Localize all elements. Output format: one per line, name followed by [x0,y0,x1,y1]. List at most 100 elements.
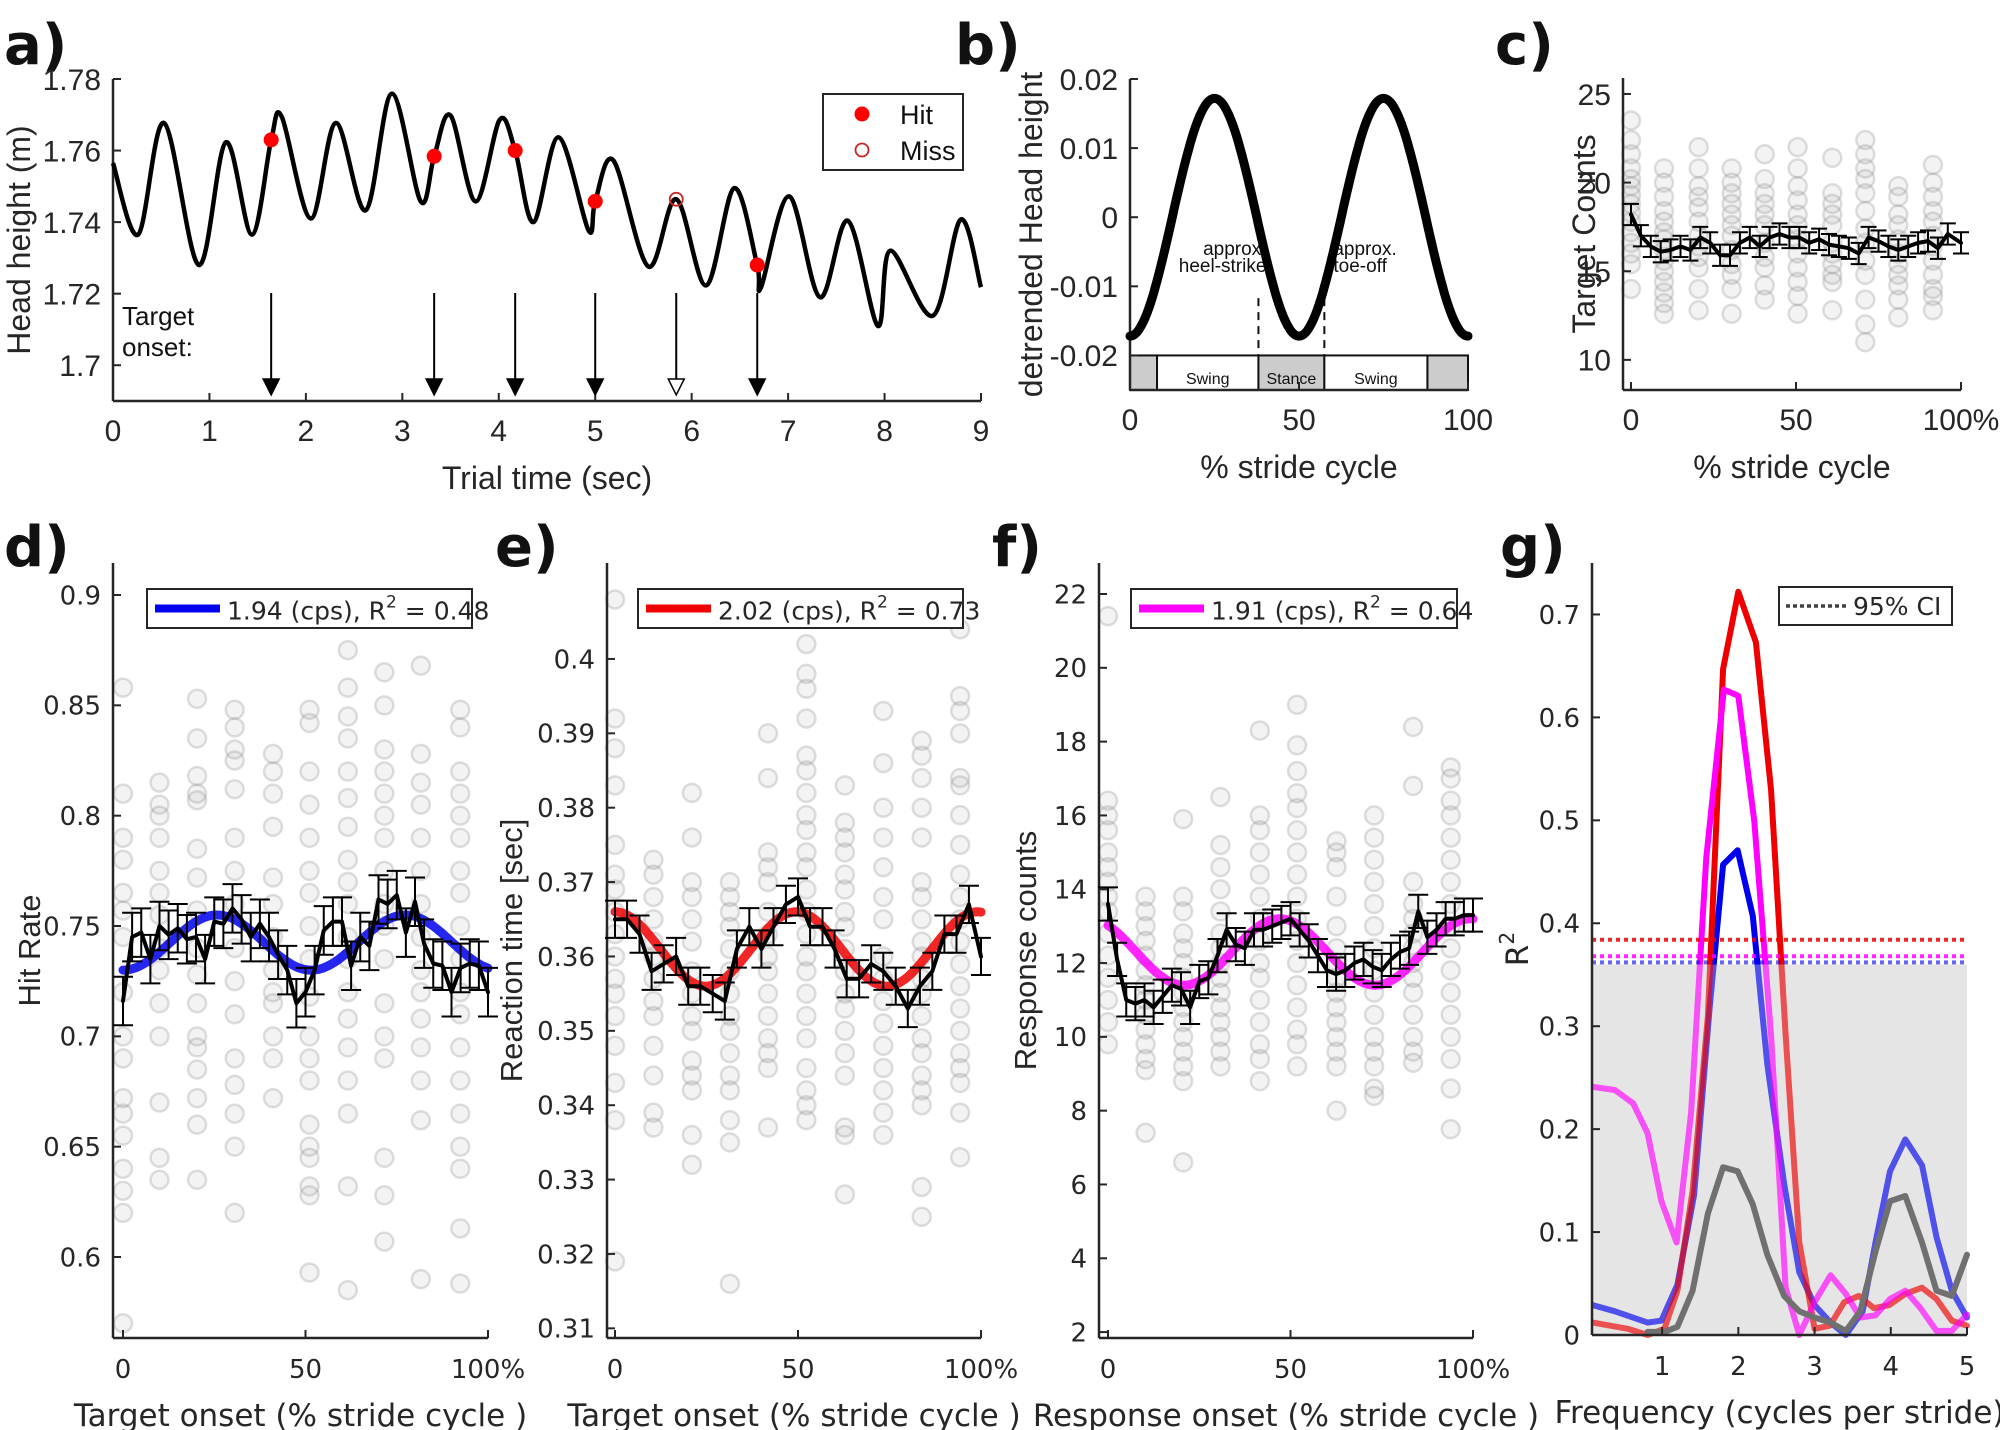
scatter-point [1249,886,1271,907]
scatter-point [681,1020,703,1042]
scatter-point [681,886,703,908]
scatter-point [1721,214,1742,236]
y-tick-label: 10 [1054,1023,1087,1053]
y-tick-label: 0.32 [537,1240,595,1270]
scatter-point [911,931,932,952]
scatter-point [1822,204,1843,225]
y-tick-label: 0.85 [43,692,101,722]
scatter-point [337,1176,359,1197]
legend: 95% CI [1778,586,1953,626]
y-axis-label: Reaction time [sec] [494,819,529,1083]
scatter-point [1249,1070,1271,1092]
legend-label-hit: Hit [900,100,933,130]
panel-a-head-height-trace: 0 1 2 3 4 5 6 7 8 9 1.7 1.72 1.74 1.76 1.78 Trial time … [1,64,989,496]
scatter-point [262,867,284,888]
scatter-point [1249,864,1271,885]
scatter-point [299,915,320,937]
scatter-point [186,1114,208,1135]
scatter-point [450,1273,471,1294]
y-tick-label: 0.2 [1539,1115,1580,1145]
x-tick-label: 50 [1274,1355,1307,1385]
scatter-point [1172,938,1194,959]
scatter-point [299,1184,320,1206]
scatter-point [1653,211,1675,232]
scatter-point [410,959,432,981]
scatter-point [643,1102,664,1123]
scatter-point [374,1026,395,1047]
scatter-point [1855,143,1876,165]
y-tick-label: 0.9 [60,581,101,611]
scatter-point [374,761,395,782]
scatter-point [1097,1033,1119,1055]
legend-label-miss: Miss [900,136,956,166]
scatter-point [873,1035,894,1056]
scatter-point [1822,299,1843,321]
scatter-point [757,1057,779,1079]
scatter-point [224,750,245,771]
scatter-point [1286,694,1308,715]
scatter-point [1172,1026,1194,1048]
scatter-point [1363,849,1385,870]
scatter-point [604,737,626,759]
scatter-point [1855,129,1876,151]
target-onset-annotation: onset: [122,332,193,362]
scatter-point [1363,1026,1385,1048]
panel-g-r2-spectrum: 1 2 3 4 5 0 0.1 0.2 0.3 0.4 0.5 0.6 0.7 Frequency (cy… [1495,563,2000,1430]
scatter-point [1855,331,1876,353]
scatter-point [949,1020,971,1042]
scatter-point [1653,303,1675,325]
scatter-point [224,1074,245,1096]
scatter-point [1754,257,1775,278]
hit-marker [587,193,603,209]
scatter-point [796,983,817,1004]
y-tick-label: 0.1 [1539,1218,1580,1248]
scatter-point [337,1279,359,1301]
scatter-point [337,639,359,661]
scatter-point [834,1184,856,1205]
scatter-point [796,708,817,729]
x-tick-label: 0 [105,415,122,448]
scatter-point [112,882,134,904]
scatter-point [643,1117,664,1138]
legend-box [822,93,964,171]
scatter-point [834,842,856,863]
scatter-point [1286,1019,1308,1040]
y-tick-label: 0.37 [537,868,595,898]
scatter-point [1210,786,1231,808]
scatter-point [262,992,284,1014]
scatter-point [1922,172,1944,193]
legend-label: 1.94 (cps), R2 = 0.48 [227,593,489,626]
y-tick-label: 8 [1070,1097,1087,1127]
panel-letter-d: d) [4,515,70,580]
scatter-point [834,1124,856,1146]
scatter-point [112,900,134,921]
scatter-point [1440,790,1461,811]
scatter-point [873,1013,894,1034]
scatter-point [1249,930,1271,952]
y-tick-label: 1.78 [43,64,101,97]
scatter-point [681,1080,703,1101]
scatter-point [1210,834,1231,856]
scatter-point [450,761,471,782]
scatter-point [1688,299,1709,321]
scatter-point [1286,735,1308,756]
scatter-point [1402,1052,1424,1073]
r2-line-response-counts-in-ci [1592,964,1970,1338]
scatter-point [410,1109,432,1131]
scatter-point [681,871,703,893]
scatter-point [1855,289,1876,310]
scatter-point [604,1035,626,1056]
y-tick-label: 0.6 [60,1243,101,1273]
scatter-point [834,1042,856,1064]
scatter-point [1754,214,1775,236]
scatter-point [949,767,971,789]
scatter-point [1286,1056,1308,1077]
scatter-point [262,1087,284,1109]
y-tick-label: 4 [1070,1245,1087,1275]
scatter-point [1653,158,1675,179]
scatter-point [643,886,664,908]
scatter-point [374,695,395,716]
scatter-point [410,1268,432,1290]
scatter-point [1402,1041,1424,1062]
scatter-point [757,842,779,863]
